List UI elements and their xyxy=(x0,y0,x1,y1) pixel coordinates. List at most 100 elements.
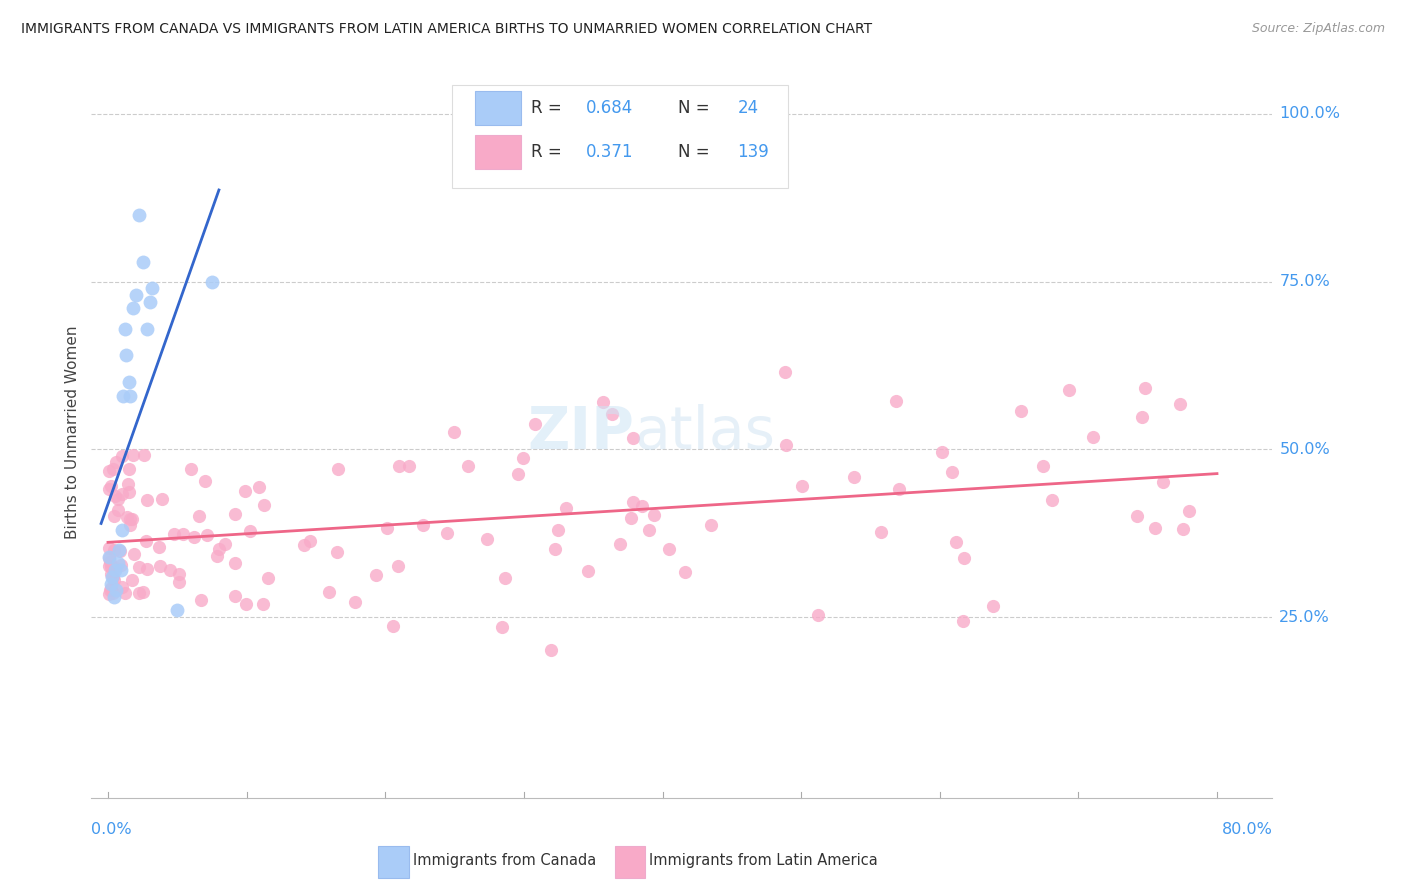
Point xyxy=(1010,403,1032,417)
Point xyxy=(98,558,121,573)
Point xyxy=(792,478,814,492)
Point xyxy=(1133,381,1156,395)
Point xyxy=(1178,503,1201,517)
Point xyxy=(945,535,967,549)
Point xyxy=(194,474,217,488)
Point xyxy=(205,549,228,564)
Point xyxy=(98,555,121,569)
Point xyxy=(98,550,121,565)
Point xyxy=(104,560,127,574)
Point xyxy=(132,585,155,599)
Point xyxy=(457,458,479,473)
Point xyxy=(115,509,138,524)
Point xyxy=(118,462,141,476)
Point xyxy=(952,550,974,565)
Point xyxy=(163,526,186,541)
Text: atlas: atlas xyxy=(634,404,776,461)
Point xyxy=(1144,521,1167,535)
Point xyxy=(931,445,953,459)
Point xyxy=(807,607,830,622)
Point xyxy=(107,491,129,506)
Point xyxy=(621,432,644,446)
Text: R =: R = xyxy=(530,99,567,117)
FancyBboxPatch shape xyxy=(475,135,522,169)
Point xyxy=(180,461,202,475)
Point xyxy=(842,470,865,484)
Point xyxy=(98,549,121,564)
Point xyxy=(98,541,121,556)
Text: Source: ZipAtlas.com: Source: ZipAtlas.com xyxy=(1251,22,1385,36)
Point xyxy=(110,563,132,577)
Point xyxy=(292,538,315,552)
Point xyxy=(318,585,340,599)
Point xyxy=(128,208,150,222)
Point xyxy=(135,493,157,508)
Point xyxy=(508,467,530,481)
Text: 50.0%: 50.0% xyxy=(1279,442,1330,457)
Text: 25.0%: 25.0% xyxy=(1279,609,1330,624)
Point xyxy=(298,534,321,549)
Point xyxy=(110,558,132,572)
Point xyxy=(700,517,723,532)
Point xyxy=(1152,475,1174,489)
Point xyxy=(239,524,262,538)
Point xyxy=(1171,523,1194,537)
Point xyxy=(214,537,236,551)
Point xyxy=(387,558,409,573)
Point xyxy=(673,565,696,579)
Point xyxy=(1057,383,1080,397)
Text: 80.0%: 80.0% xyxy=(1222,822,1272,837)
Point xyxy=(775,438,797,452)
Point xyxy=(375,521,398,535)
Point xyxy=(1130,409,1153,424)
Point xyxy=(150,491,173,506)
Text: 24: 24 xyxy=(737,99,759,117)
Point xyxy=(188,509,211,524)
Point xyxy=(638,523,661,537)
Point xyxy=(224,508,246,522)
Point xyxy=(328,462,350,476)
Point xyxy=(412,517,434,532)
Point xyxy=(494,571,516,585)
Point xyxy=(107,503,129,517)
Point xyxy=(121,448,143,462)
Point xyxy=(100,560,122,574)
Point xyxy=(889,482,911,496)
Point xyxy=(941,465,963,479)
Point xyxy=(103,462,125,476)
Point xyxy=(159,563,181,577)
Point xyxy=(183,531,205,545)
Point xyxy=(1032,458,1054,473)
Text: 0.0%: 0.0% xyxy=(91,822,132,837)
Point xyxy=(554,501,576,516)
Point xyxy=(592,394,614,409)
Point xyxy=(128,560,150,574)
Text: ZIP: ZIP xyxy=(527,404,634,461)
Point xyxy=(121,573,143,587)
Point xyxy=(247,480,270,494)
Point xyxy=(105,583,128,598)
FancyBboxPatch shape xyxy=(614,846,645,878)
Point xyxy=(252,597,274,611)
FancyBboxPatch shape xyxy=(378,846,409,878)
Point xyxy=(172,526,194,541)
Point xyxy=(141,281,163,295)
Point xyxy=(134,448,156,462)
Point xyxy=(100,582,122,596)
Point xyxy=(167,574,190,589)
Point xyxy=(101,569,124,583)
Point xyxy=(253,498,276,512)
Point xyxy=(325,545,347,559)
Text: 139: 139 xyxy=(737,143,769,161)
Point xyxy=(118,485,141,500)
Point xyxy=(100,583,122,598)
Point xyxy=(224,556,246,570)
Point xyxy=(436,526,458,541)
Point xyxy=(398,458,420,473)
Point xyxy=(101,586,124,600)
Point xyxy=(122,301,145,316)
Point xyxy=(201,275,224,289)
Point xyxy=(108,544,131,558)
Point xyxy=(108,543,131,558)
Point xyxy=(524,417,547,432)
